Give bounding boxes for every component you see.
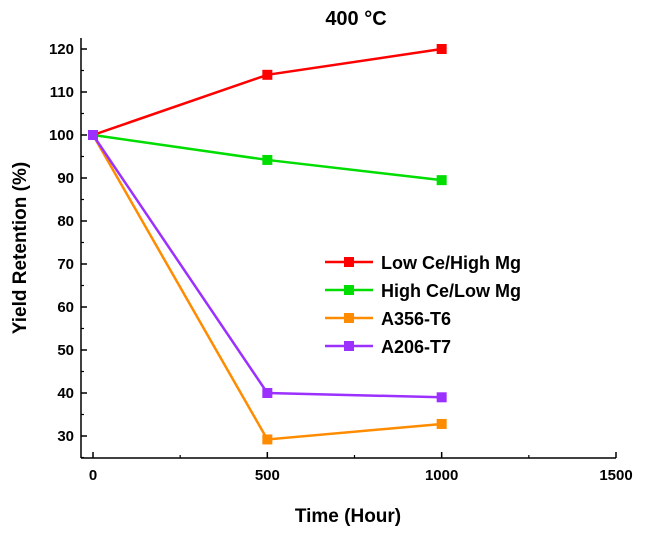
y-tick-label: 80 — [57, 213, 74, 230]
y-axis: 30 40 50 60 70 80 90 100 110 120 — [49, 41, 87, 459]
data-point — [436, 418, 447, 429]
series-lines — [88, 44, 447, 445]
y-tick-label: 50 — [57, 342, 74, 359]
y-tick-label: 120 — [49, 41, 74, 58]
y-tick-label: 60 — [57, 299, 74, 316]
legend-label: A356-T6 — [381, 309, 451, 329]
legend-marker — [344, 285, 354, 295]
y-tick-label: 110 — [50, 84, 74, 101]
x-tick-label: 1000 — [425, 467, 458, 484]
data-point — [436, 44, 447, 54]
x-axis-title: Time (Hour) — [295, 506, 401, 527]
data-point — [436, 392, 447, 403]
legend-item: High Ce/Low Mg — [325, 281, 521, 301]
y-tick-label: 70 — [57, 256, 74, 273]
chart-title: 400 °C — [325, 8, 386, 30]
legend: Low Ce/High Mg High Ce/Low Mg A356-T6 A206-… — [325, 253, 521, 357]
series-line-0 — [92, 47, 442, 137]
x-tick-label: 1500 — [599, 467, 632, 484]
y-tick-label: 40 — [57, 385, 74, 402]
y-tick-label: 90 — [57, 170, 74, 187]
x-tick-label: 500 — [255, 467, 280, 484]
data-point — [436, 175, 447, 186]
data-point — [88, 130, 98, 140]
x-tick-label: 0 — [89, 467, 97, 484]
legend-label: High Ce/Low Mg — [381, 281, 521, 301]
legend-marker — [344, 257, 354, 267]
data-point — [262, 154, 273, 165]
data-point — [262, 388, 273, 398]
legend-label: A206-T7 — [381, 337, 451, 357]
legend-marker — [344, 313, 354, 323]
legend-label: Low Ce/High Mg — [381, 253, 521, 273]
x-axis: 0 500 1000 1500 — [89, 452, 633, 484]
y-tick-label: 100 — [49, 127, 74, 144]
data-point — [262, 69, 273, 80]
plot-area — [80, 38, 616, 459]
data-point — [262, 434, 273, 445]
legend-item: A206-T7 — [325, 337, 451, 357]
legend-item: A356-T6 — [325, 309, 451, 329]
legend-marker — [344, 341, 354, 351]
y-tick-label: 30 — [57, 428, 74, 445]
legend-item: Low Ce/High Mg — [325, 253, 521, 273]
y-axis-title: Yield Retention (%) — [10, 162, 31, 334]
